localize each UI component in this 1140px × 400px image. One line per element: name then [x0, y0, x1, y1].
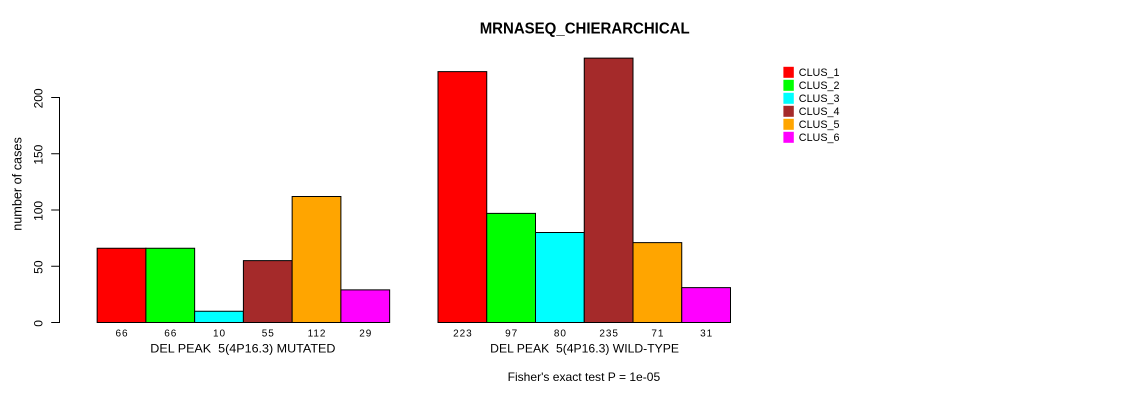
svg-text:DEL PEAK 5(4P16.3) MUTATED: DEL PEAK 5(4P16.3) MUTATED: [150, 342, 335, 356]
svg-text:10: 10: [213, 329, 226, 340]
svg-text:66: 66: [116, 329, 129, 340]
svg-text:100: 100: [32, 201, 46, 221]
svg-text:DEL PEAK 5(4P16.3) WILD-TYPE: DEL PEAK 5(4P16.3) WILD-TYPE: [490, 342, 679, 356]
svg-text:CLUS_3: CLUS_3: [799, 93, 840, 105]
svg-text:number of cases: number of cases: [11, 137, 25, 231]
svg-text:200: 200: [32, 88, 46, 108]
svg-text:66: 66: [164, 329, 177, 340]
svg-text:223: 223: [453, 329, 473, 340]
svg-text:Fisher's exact test P = 1e-05: Fisher's exact test P = 1e-05: [508, 370, 661, 384]
svg-text:CLUS_4: CLUS_4: [799, 106, 840, 118]
svg-text:97: 97: [505, 329, 518, 340]
svg-text:150: 150: [32, 144, 46, 164]
svg-text:71: 71: [651, 329, 664, 340]
svg-text:0: 0: [32, 320, 46, 327]
svg-text:MRNASEQ_CHIERARCHICAL: MRNASEQ_CHIERARCHICAL: [480, 21, 690, 38]
svg-text:31: 31: [700, 329, 713, 340]
svg-text:235: 235: [599, 329, 619, 340]
svg-text:CLUS_5: CLUS_5: [799, 119, 840, 131]
svg-text:50: 50: [32, 260, 46, 274]
svg-text:112: 112: [308, 329, 327, 340]
svg-text:80: 80: [554, 329, 567, 340]
svg-text:55: 55: [262, 329, 275, 340]
svg-text:CLUS_6: CLUS_6: [799, 132, 840, 144]
svg-text:CLUS_1: CLUS_1: [799, 67, 840, 79]
svg-text:29: 29: [359, 329, 372, 340]
svg-text:CLUS_2: CLUS_2: [799, 80, 840, 92]
